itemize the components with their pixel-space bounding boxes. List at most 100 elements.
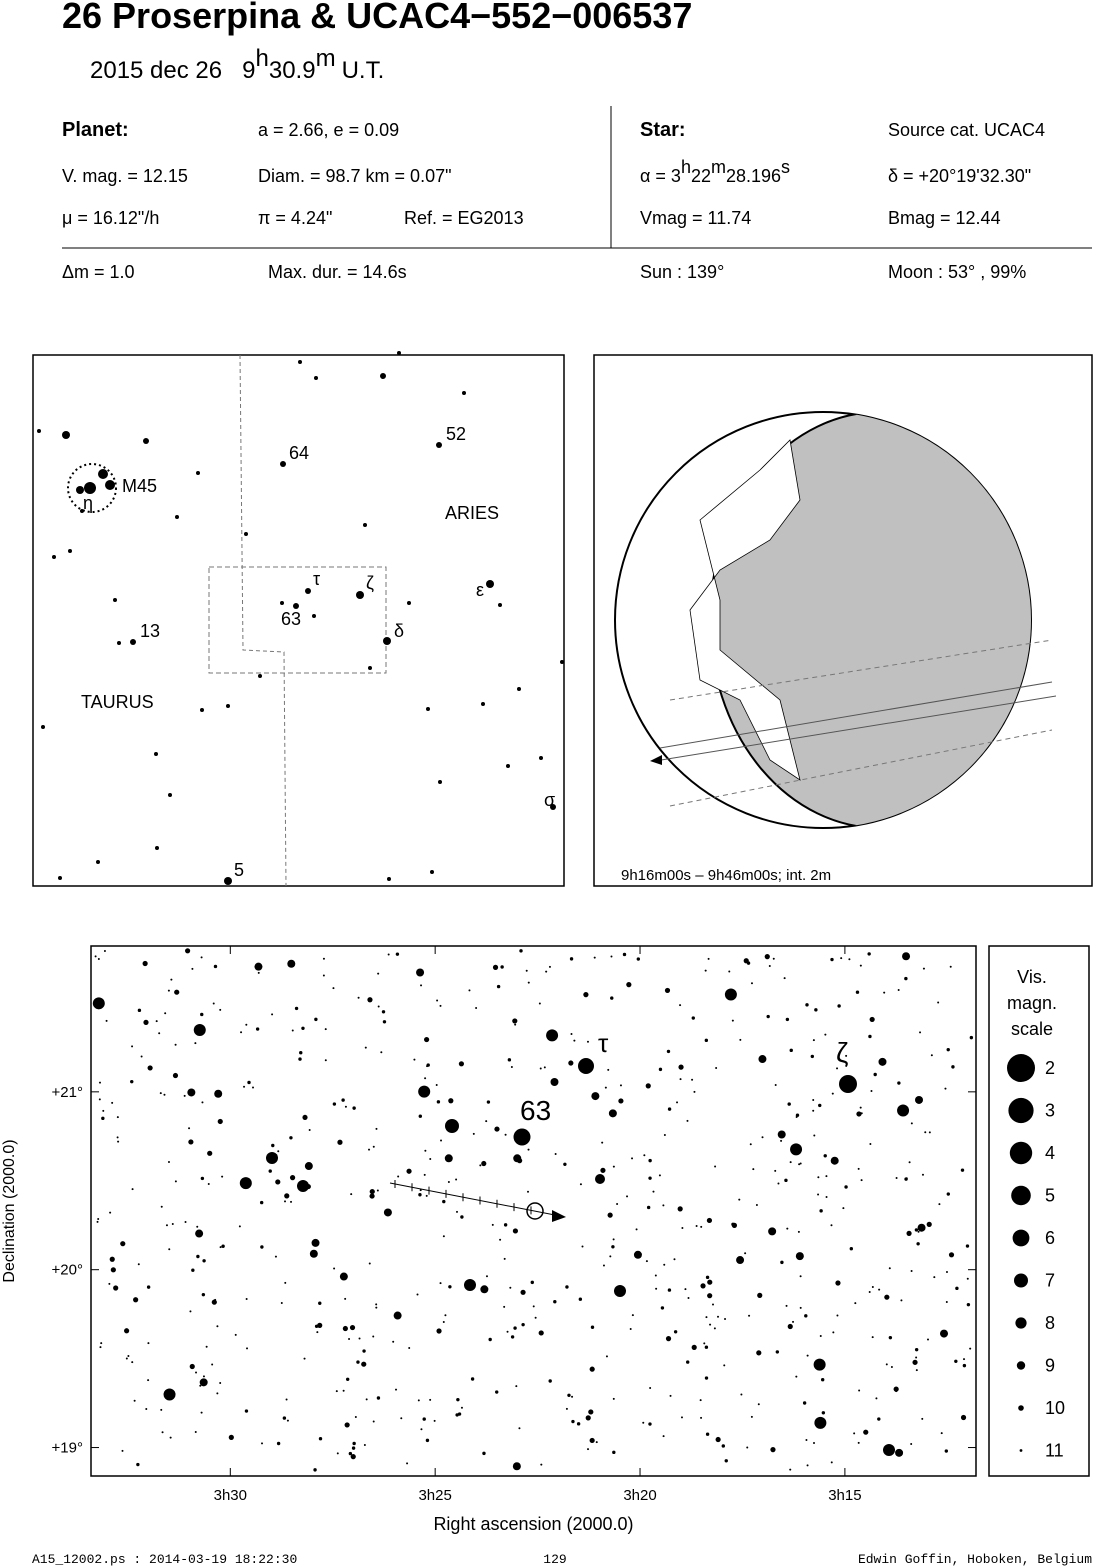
star [303,1357,306,1360]
star [439,1004,442,1007]
star [626,1195,629,1198]
star [714,1165,717,1168]
star [246,1347,249,1350]
star [339,1272,348,1281]
star [155,846,159,850]
star [41,725,45,729]
legend-label: 9 [1045,1356,1055,1376]
time: 9 [242,57,255,84]
star [184,1221,187,1224]
star [868,1291,871,1294]
star [486,580,494,588]
star [365,1398,368,1401]
star [707,957,710,960]
star [252,1086,255,1089]
star [342,1389,345,1392]
star [736,1256,745,1265]
star [174,1043,177,1046]
star [358,1337,361,1340]
legend-label: 2 [1045,1058,1055,1078]
star [316,1331,319,1334]
star [761,1136,764,1139]
star [395,1388,398,1391]
star [240,1031,243,1034]
star [681,1227,684,1230]
star [785,1017,790,1022]
star [744,1252,747,1255]
star [512,1462,521,1471]
star [578,1297,583,1301]
star [369,1188,375,1195]
star [168,1248,171,1251]
star [342,1325,348,1332]
star [663,1134,666,1137]
star [820,1378,825,1382]
star [455,1178,458,1181]
star [168,793,172,797]
star [897,989,900,992]
finder-label: σ [544,790,555,810]
legend-title: Vis. [1017,967,1047,987]
star [455,1210,458,1213]
star [137,1263,140,1266]
star [243,1085,246,1088]
star [878,1288,881,1291]
star [873,1072,877,1077]
star [587,1448,590,1451]
chart-frame [90,945,977,1477]
star [257,971,260,974]
star [589,1366,595,1372]
star [521,1322,525,1327]
star [284,1193,290,1199]
star [965,1244,970,1248]
star [169,1436,172,1439]
star [567,1393,571,1397]
star [368,1262,371,1265]
star [724,1459,728,1463]
star [62,431,70,439]
star [748,1314,751,1317]
star [766,1014,770,1019]
y-axis-label: Declination (2000.0) [1,1139,18,1282]
star [207,1183,210,1186]
star [799,1162,802,1165]
star [626,982,632,988]
star [904,976,908,981]
star [845,1054,848,1057]
star [573,1039,576,1042]
star [750,1415,753,1418]
star [600,1167,606,1173]
sun: Sun : 139° [640,262,724,282]
star [462,391,466,395]
star [819,1334,822,1337]
star [662,1435,665,1438]
star [869,1016,875,1023]
star [813,1134,816,1137]
star [706,1217,713,1224]
star [429,1158,432,1161]
star [571,1419,575,1424]
star [188,1127,191,1130]
star [553,1299,557,1304]
legend-label: 6 [1045,1228,1055,1248]
star [877,1417,881,1421]
star [100,1342,103,1345]
star [652,1190,655,1193]
star [691,1344,697,1350]
star [844,1185,848,1189]
star [871,1286,874,1289]
star [442,1321,445,1324]
star [648,1422,652,1426]
star [960,1414,967,1421]
star [332,1102,337,1106]
finder-label: τ [313,569,320,589]
star [369,1193,375,1199]
star [924,1131,927,1134]
star [200,1176,205,1181]
star [146,1285,151,1289]
star [58,876,62,880]
star [224,877,232,885]
mu: μ = 16.12"/h [62,208,159,228]
star [665,1336,672,1342]
star [785,1304,788,1307]
